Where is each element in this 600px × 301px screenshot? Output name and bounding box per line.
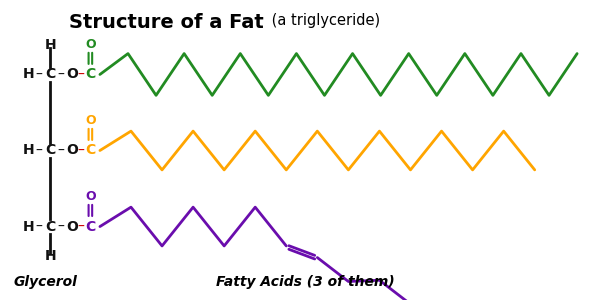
Text: –: –: [77, 144, 84, 157]
Text: –: –: [35, 219, 43, 234]
Text: O: O: [66, 219, 78, 234]
Text: –: –: [58, 219, 65, 234]
Text: O: O: [66, 144, 78, 157]
Text: C: C: [85, 219, 95, 234]
Text: (a triglyceride): (a triglyceride): [267, 13, 380, 28]
Text: H: H: [22, 219, 34, 234]
Text: –: –: [77, 219, 84, 234]
Text: Fatty Acids (3 of them): Fatty Acids (3 of them): [217, 275, 395, 289]
Text: Structure of a Fat: Structure of a Fat: [70, 13, 264, 32]
Text: H: H: [22, 67, 34, 82]
Text: O: O: [85, 114, 95, 127]
Text: C: C: [85, 144, 95, 157]
Text: –: –: [35, 67, 43, 82]
Text: –: –: [58, 67, 65, 82]
Text: –: –: [58, 144, 65, 157]
Text: C: C: [45, 144, 55, 157]
Text: C: C: [85, 67, 95, 82]
Text: O: O: [66, 67, 78, 82]
Text: H: H: [44, 249, 56, 263]
Text: H: H: [22, 144, 34, 157]
Text: –: –: [77, 67, 84, 82]
Text: C: C: [45, 219, 55, 234]
Text: O: O: [85, 190, 95, 203]
Text: H: H: [44, 38, 56, 52]
Text: C: C: [45, 67, 55, 82]
Text: Glycerol: Glycerol: [13, 275, 77, 289]
Text: O: O: [85, 38, 95, 51]
Text: –: –: [35, 144, 43, 157]
